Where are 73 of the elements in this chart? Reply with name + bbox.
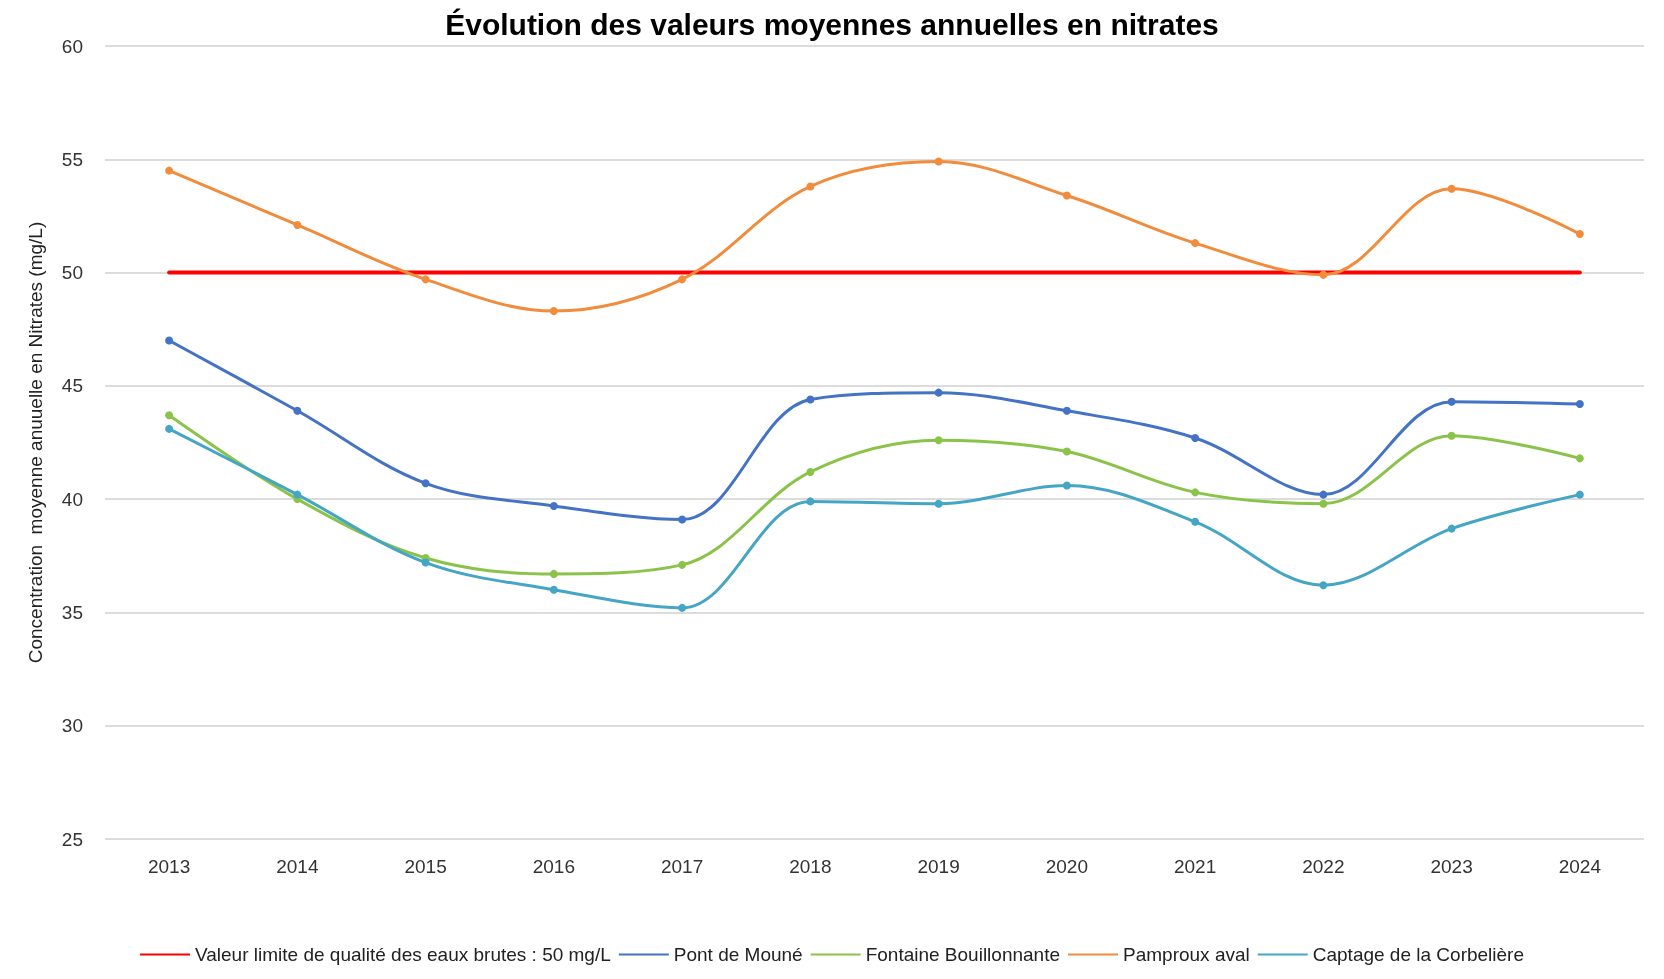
legend-label: Valeur limite de qualité des eaux brutes : 50 mg/L [195, 944, 611, 965]
point [1062, 447, 1071, 456]
point [1447, 431, 1456, 440]
point [678, 603, 687, 612]
point [1062, 406, 1071, 415]
point [165, 336, 174, 345]
point [678, 560, 687, 569]
point [1319, 270, 1328, 279]
point [1319, 490, 1328, 499]
point [1447, 397, 1456, 406]
point [806, 497, 815, 506]
point [421, 479, 430, 488]
point [293, 220, 302, 229]
point [1575, 454, 1584, 463]
point [549, 501, 558, 510]
point [1319, 581, 1328, 590]
point [1447, 524, 1456, 533]
y-tick-label: 50 [61, 262, 83, 284]
point [1191, 488, 1200, 497]
point [1191, 239, 1200, 248]
point [549, 585, 558, 594]
point [1447, 184, 1456, 193]
legend-label: Pont de Mouné [673, 944, 803, 965]
point [293, 406, 302, 415]
x-tick-label: 2023 [1430, 856, 1473, 877]
point [1062, 191, 1071, 200]
y-tick-label: 55 [61, 148, 83, 170]
point [165, 424, 174, 433]
legend-label: Pamproux aval [1123, 944, 1250, 965]
point [165, 166, 174, 175]
point [1062, 481, 1071, 490]
point [421, 558, 430, 567]
point [678, 515, 687, 524]
point [934, 499, 943, 508]
y-tick-label: 45 [61, 375, 83, 397]
point [806, 395, 815, 404]
y-tick-label: 40 [61, 488, 83, 510]
legend-label: Fontaine Bouillonnante [865, 944, 1061, 965]
x-tick-label: 2021 [1173, 856, 1217, 877]
y-tick-label: 25 [61, 828, 83, 850]
x-tick-label: 2020 [1045, 856, 1089, 877]
y-tick-label: 30 [61, 715, 83, 737]
point [934, 388, 943, 397]
point [293, 490, 302, 499]
point [806, 182, 815, 191]
point [1319, 499, 1328, 508]
point [678, 275, 687, 284]
point [549, 569, 558, 578]
point [1575, 230, 1584, 239]
x-tick-label: 2015 [404, 856, 447, 877]
point [165, 411, 174, 420]
x-tick-label: 2014 [276, 856, 319, 877]
point [421, 275, 430, 284]
point [934, 157, 943, 166]
x-tick-label: 2024 [1558, 856, 1602, 877]
point [1575, 490, 1584, 499]
legend-label: Captage de la Corbelière [1312, 944, 1524, 965]
point [1575, 399, 1584, 408]
point [934, 436, 943, 445]
x-tick-label: 2016 [532, 856, 576, 877]
y-axis-title: Concentration moyenne anuuelle en Nitrates (mg/L) [25, 221, 46, 664]
y-tick-label: 60 [61, 35, 83, 57]
x-tick-label: 2013 [147, 856, 191, 877]
point [549, 307, 558, 316]
point [1191, 433, 1200, 442]
x-tick-label: 2019 [917, 856, 960, 877]
y-tick-label: 35 [61, 601, 83, 623]
point [806, 467, 815, 476]
x-tick-label: 2022 [1302, 856, 1345, 877]
chart-title: Évolution des valeurs moyennes annuelles en nitrates [445, 7, 1219, 41]
point [1191, 517, 1200, 526]
x-tick-label: 2017 [660, 856, 704, 877]
x-tick-label: 2018 [789, 856, 832, 877]
